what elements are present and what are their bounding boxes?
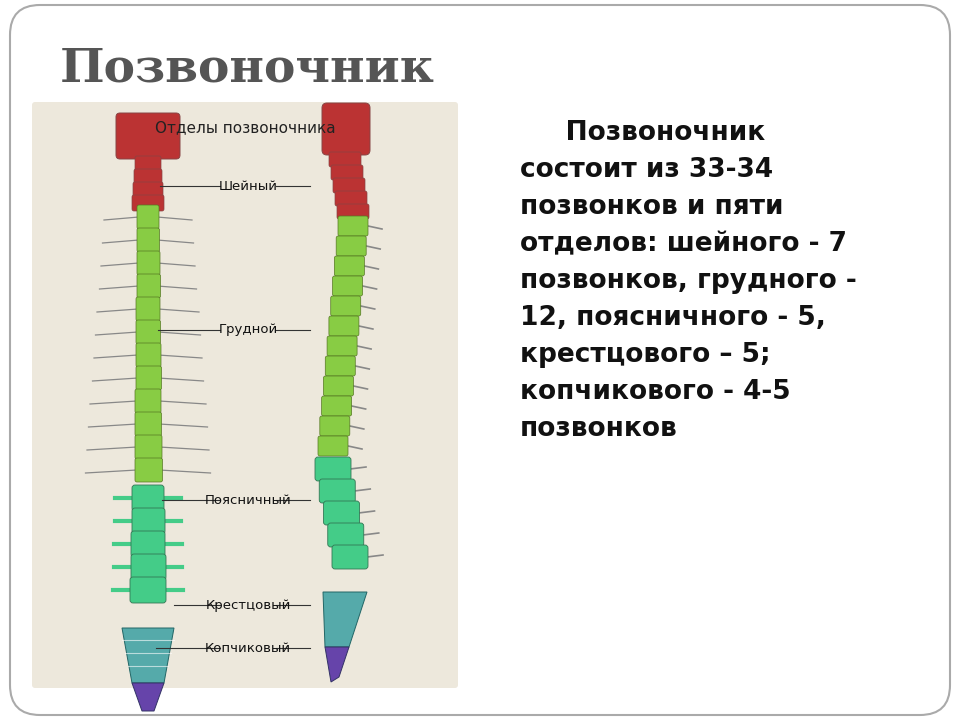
FancyBboxPatch shape [10,5,950,715]
FancyBboxPatch shape [131,554,166,580]
FancyBboxPatch shape [134,169,162,185]
FancyBboxPatch shape [338,216,368,236]
FancyBboxPatch shape [130,577,166,603]
Text: Поясничный: Поясничный [204,493,292,506]
Polygon shape [122,628,174,683]
Text: Шейный: Шейный [219,179,277,192]
FancyBboxPatch shape [135,435,162,459]
FancyBboxPatch shape [116,113,180,159]
FancyBboxPatch shape [318,436,348,456]
FancyBboxPatch shape [137,228,159,252]
Text: Копчиковый: Копчиковый [204,642,291,654]
FancyBboxPatch shape [325,356,355,376]
FancyBboxPatch shape [320,479,355,503]
FancyBboxPatch shape [329,316,359,336]
FancyBboxPatch shape [324,501,359,525]
FancyBboxPatch shape [135,458,162,482]
Polygon shape [132,683,164,711]
FancyBboxPatch shape [327,336,357,356]
FancyBboxPatch shape [131,531,165,557]
FancyBboxPatch shape [132,485,164,511]
FancyBboxPatch shape [337,204,369,219]
FancyBboxPatch shape [135,156,161,172]
FancyBboxPatch shape [136,297,160,321]
Text: Крестцовый: Крестцовый [205,598,291,611]
FancyBboxPatch shape [332,276,363,296]
Text: Отделы позвоночника: Отделы позвоночника [155,120,335,135]
FancyBboxPatch shape [137,251,160,275]
FancyBboxPatch shape [135,412,161,436]
FancyBboxPatch shape [136,320,160,344]
FancyBboxPatch shape [322,396,351,416]
FancyBboxPatch shape [332,545,368,569]
Text: Грудной: Грудной [218,323,277,336]
FancyBboxPatch shape [32,102,458,688]
FancyBboxPatch shape [334,256,365,276]
Polygon shape [325,647,349,682]
FancyBboxPatch shape [136,343,161,367]
Text: Позвоночник
состоит из 33-34
позвонков и пяти
отделов: шейного - 7
позвонков, гр: Позвоночник состоит из 33-34 позвонков и… [520,120,856,442]
Polygon shape [323,592,367,647]
FancyBboxPatch shape [133,182,163,198]
FancyBboxPatch shape [135,389,161,413]
FancyBboxPatch shape [327,523,364,547]
FancyBboxPatch shape [333,178,365,193]
FancyBboxPatch shape [324,376,353,396]
FancyBboxPatch shape [322,103,370,155]
FancyBboxPatch shape [132,508,165,534]
FancyBboxPatch shape [137,274,160,298]
FancyBboxPatch shape [320,416,349,436]
FancyBboxPatch shape [137,205,159,229]
FancyBboxPatch shape [335,191,367,206]
FancyBboxPatch shape [336,236,366,256]
FancyBboxPatch shape [331,165,363,180]
FancyBboxPatch shape [329,152,361,167]
Text: Позвоночник: Позвоночник [60,45,435,91]
FancyBboxPatch shape [132,195,164,211]
FancyBboxPatch shape [315,457,351,481]
FancyBboxPatch shape [136,366,161,390]
FancyBboxPatch shape [331,296,361,316]
